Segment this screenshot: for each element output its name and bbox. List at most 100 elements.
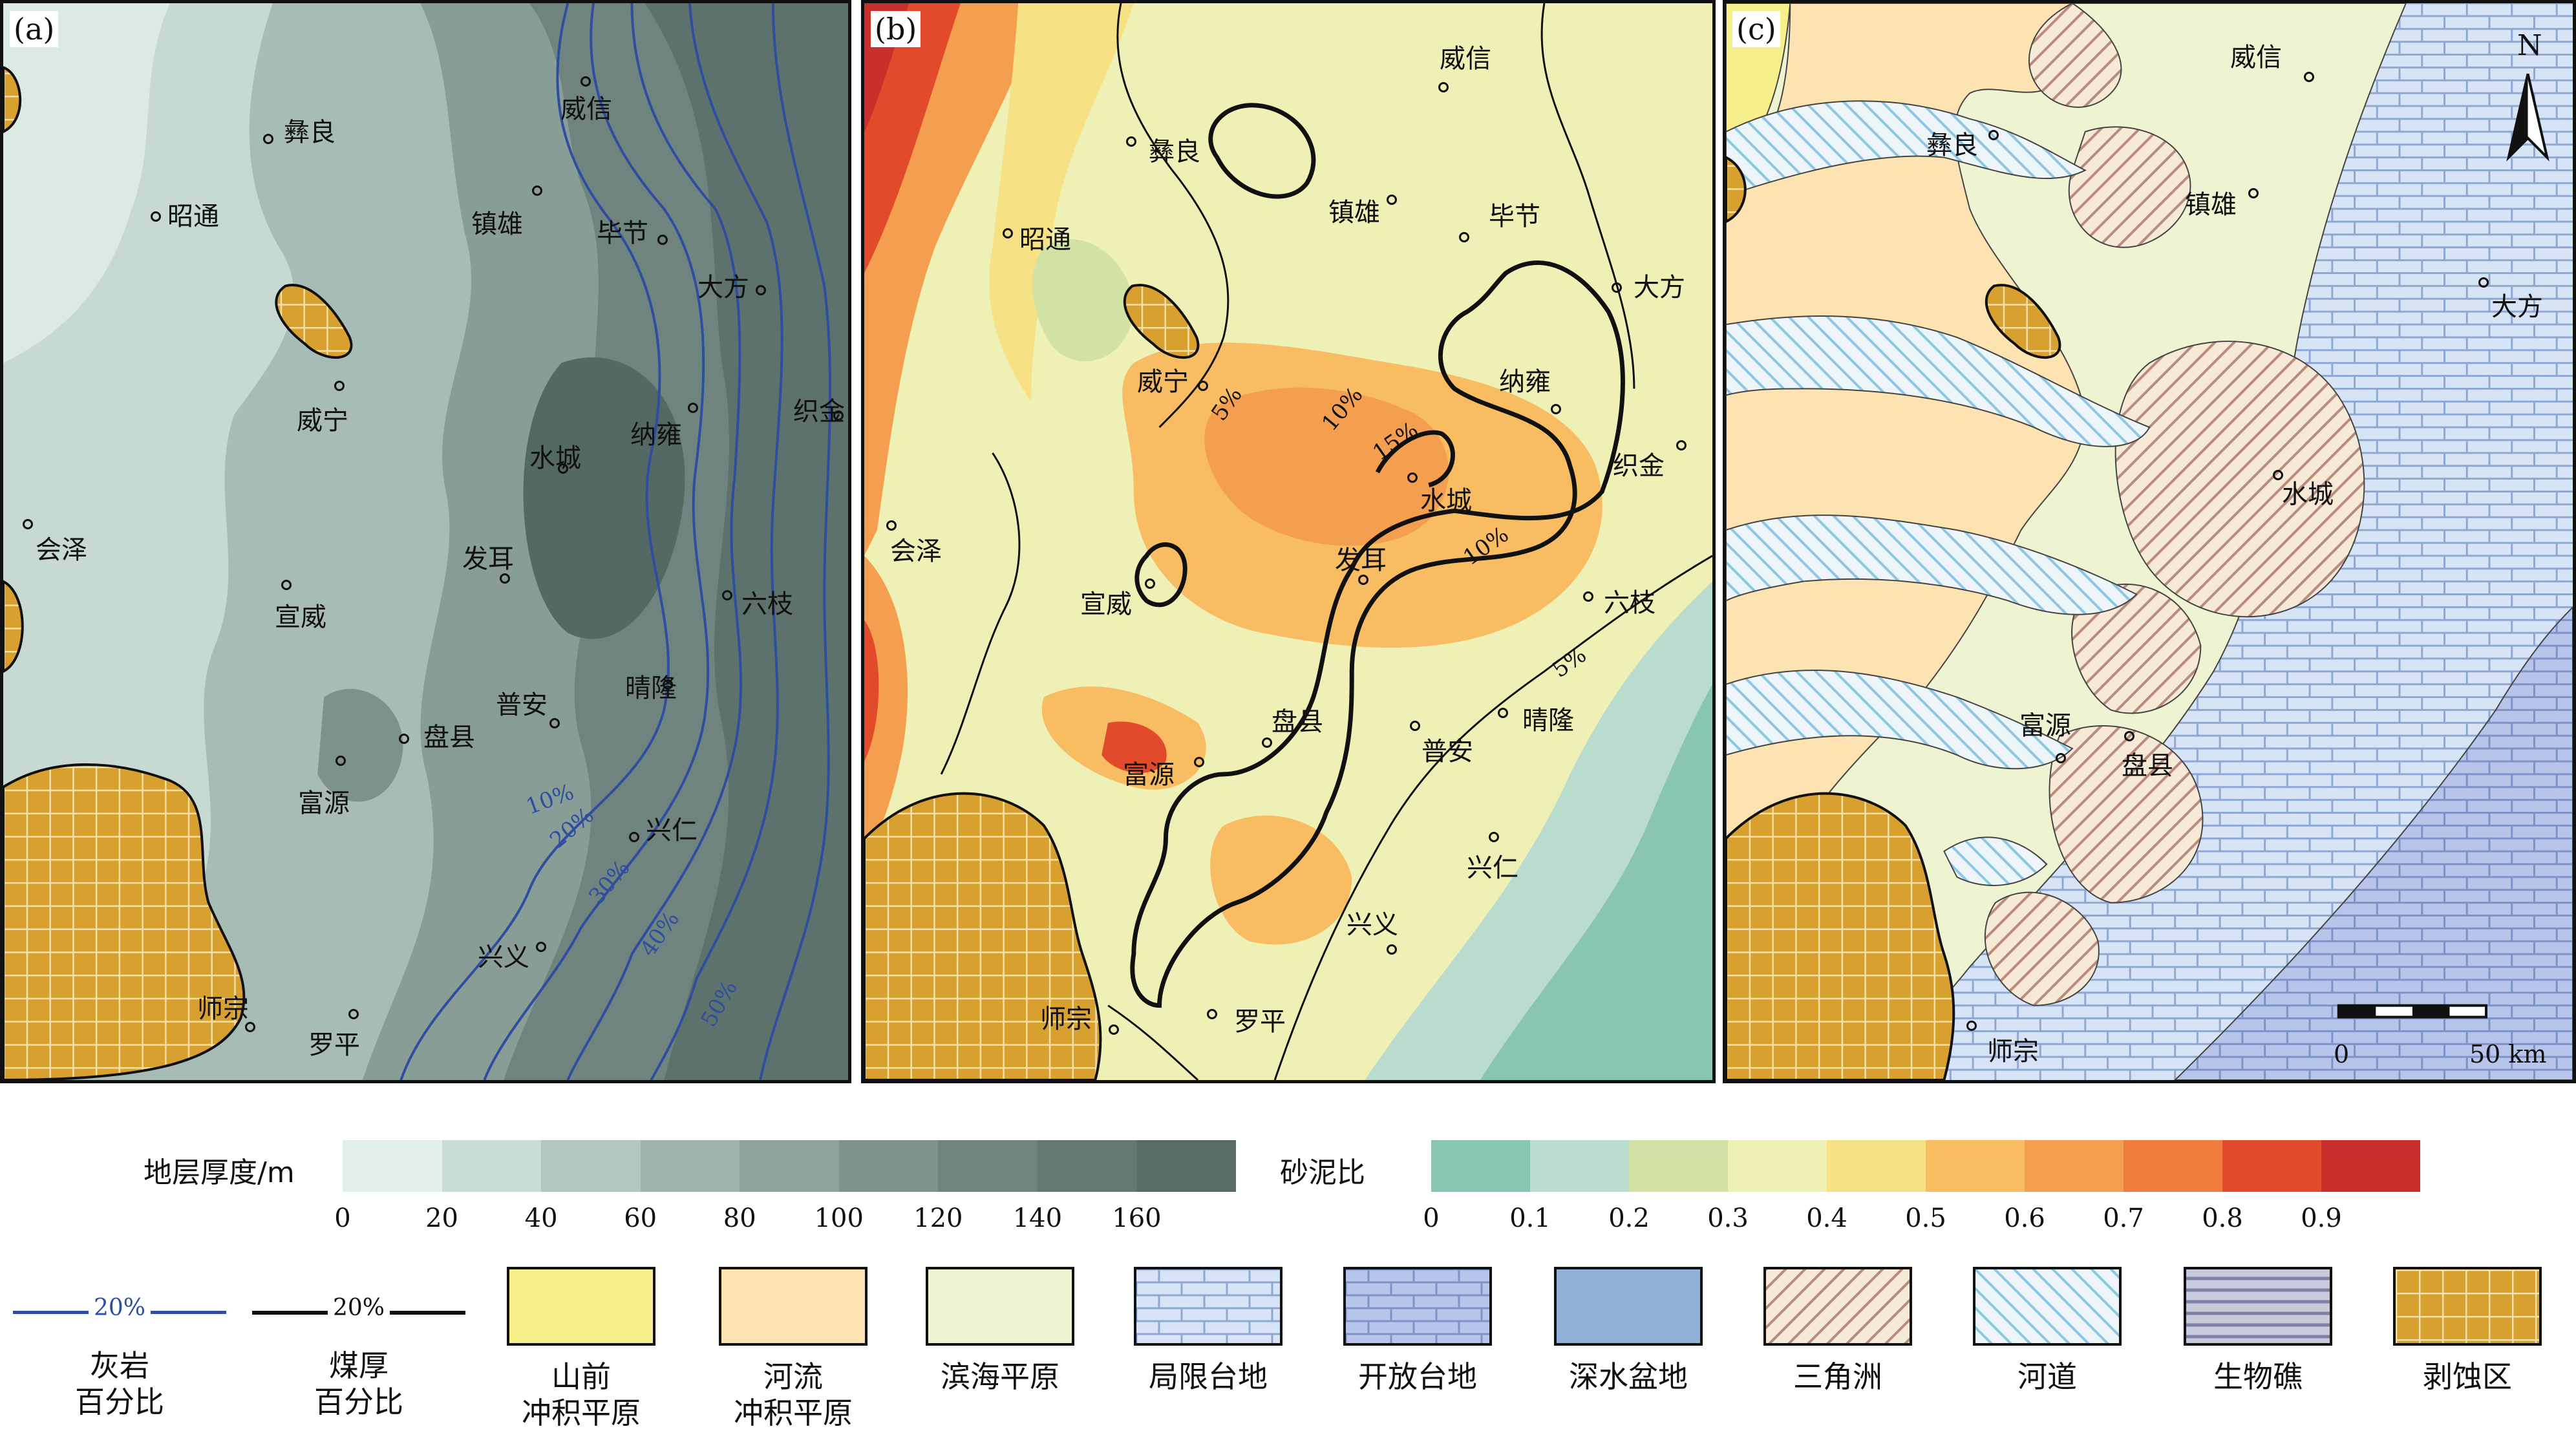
city-label: 彝良: [1149, 137, 1200, 167]
city-label: 兴仁: [1467, 853, 1518, 883]
channel-label: 河道: [2017, 1359, 2077, 1394]
city-label: 水城: [529, 443, 581, 473]
city-marker: [335, 756, 346, 766]
city-marker: [1438, 82, 1449, 92]
ramp-tick-label: 0.5: [1905, 1203, 1946, 1233]
ramp-swatch: [2222, 1140, 2321, 1192]
city-marker: [1126, 136, 1136, 147]
city-label: 富源: [2019, 711, 2071, 741]
city-marker: [580, 76, 591, 87]
city-marker: [1387, 944, 1397, 955]
city-marker: [151, 211, 161, 222]
limestone-label: 灰岩 百分比: [75, 1348, 164, 1419]
legend-fluvial: 河流 冲积平原: [719, 1267, 868, 1431]
city-marker: [833, 410, 844, 421]
city-marker: [1988, 130, 1999, 140]
city-marker: [1207, 1009, 1217, 1019]
city-marker: [1612, 282, 1622, 293]
city-marker: [399, 734, 409, 744]
city-marker: [1966, 1021, 1977, 1031]
panel-c-facies-map: (c) N 威信 彝良 镇雄 大方 水城 富源 盘县 师宗 0 50 km: [1723, 0, 2576, 1083]
city-marker: [1551, 404, 1561, 414]
ramp-tick-label: 80: [723, 1203, 756, 1233]
legend-open: 开放台地: [1343, 1267, 1492, 1395]
thickness-legend-title: 地层厚度/m: [144, 1156, 295, 1189]
scale-start: 0: [2334, 1040, 2350, 1068]
north-arrow-icon: [2506, 73, 2549, 162]
scale-bar-icon: [2337, 1004, 2488, 1019]
ramp-swatch: [1136, 1140, 1237, 1192]
city-label: 富源: [298, 789, 350, 818]
city-label: 彝良: [1926, 131, 1978, 160]
city-label: 会泽: [890, 536, 942, 566]
city-marker: [1498, 708, 1508, 718]
deep-label: 深水盆地: [1569, 1359, 1688, 1394]
city-label: 昭通: [167, 202, 219, 231]
thickness-color-ramp: [343, 1140, 1237, 1192]
panel-c-label: (c): [1732, 11, 1780, 47]
legend-restricted: 局限台地: [1134, 1267, 1283, 1395]
city-marker: [1387, 195, 1397, 205]
city-marker: [722, 590, 732, 600]
ramp-swatch: [1431, 1140, 1530, 1192]
open-swatch: [1343, 1267, 1492, 1346]
ramp-tick-label: 120: [913, 1203, 963, 1233]
city-label: 大方: [697, 273, 749, 302]
fluvial-label: 河流 冲积平原: [734, 1359, 853, 1430]
city-label: 兴仁: [646, 816, 697, 845]
piedmont-swatch: [507, 1267, 655, 1346]
city-marker: [1145, 578, 1155, 589]
city-label: 威信: [1440, 44, 1491, 74]
ramp-swatch: [1530, 1140, 1629, 1192]
city-label: 六枝: [741, 589, 793, 619]
panel-b-label: (b): [871, 11, 921, 47]
city-label: 毕节: [597, 218, 648, 248]
ramp-swatch: [2025, 1140, 2124, 1192]
ramp-swatch: [1037, 1140, 1137, 1192]
ramp-swatch: [938, 1140, 1038, 1192]
city-marker: [1262, 737, 1272, 748]
restricted-label: 局限台地: [1149, 1359, 1268, 1394]
city-label: 织金: [793, 397, 845, 427]
ramp-swatch: [740, 1140, 839, 1192]
coal-label: 煤厚 百分比: [314, 1348, 403, 1419]
city-label: 威宁: [1137, 367, 1189, 397]
city-marker: [2304, 72, 2314, 82]
ramp-tick-label: 40: [524, 1203, 558, 1233]
city-label: 发耳: [462, 544, 514, 574]
ramp-tick-label: 140: [1012, 1203, 1063, 1233]
city-label: 威宁: [297, 406, 348, 436]
ramp-swatch: [838, 1140, 939, 1192]
ramp-tick-label: 0.6: [2004, 1203, 2045, 1233]
city-label: 大方: [1634, 273, 1685, 302]
city-marker: [2273, 470, 2283, 480]
city-label: 彝良: [284, 118, 335, 147]
panel-b-sand-ratio-map: (b) 威信 彝良 昭通 镇雄 毕节 大方 威宁 纳雍 织金 水城 会泽 发耳 …: [861, 0, 1716, 1083]
north-label: N: [2517, 29, 2542, 62]
panel-a-label: (a): [10, 11, 59, 47]
city-marker: [23, 519, 33, 529]
city-marker: [263, 134, 273, 144]
city-label: 大方: [2491, 292, 2543, 322]
fluvial-swatch: [719, 1267, 868, 1346]
ramp-swatch: [640, 1140, 740, 1192]
ramp-tick-label: 20: [425, 1203, 458, 1233]
ramp-swatch: [2124, 1140, 2222, 1192]
sand-color-ramp: [1431, 1140, 2420, 1192]
city-marker: [1194, 757, 1204, 767]
city-label: 罗平: [308, 1030, 360, 1060]
city-marker: [1109, 1024, 1119, 1035]
erosion-swatch: [2393, 1267, 2542, 1346]
city-label: 织金: [1613, 451, 1665, 481]
city-label: 晴隆: [625, 673, 677, 703]
city-label: 会泽: [36, 535, 87, 565]
city-marker: [334, 381, 345, 391]
open-label: 开放台地: [1358, 1359, 1477, 1394]
ramp-tick-label: 0.3: [1707, 1203, 1749, 1233]
reef-label: 生物礁: [2213, 1359, 2303, 1394]
city-label: 师宗: [197, 994, 249, 1024]
city-label: 盘县: [2122, 751, 2173, 781]
city-marker: [532, 186, 542, 196]
channel-swatch: [1973, 1267, 2122, 1346]
city-label: 水城: [2282, 480, 2334, 509]
